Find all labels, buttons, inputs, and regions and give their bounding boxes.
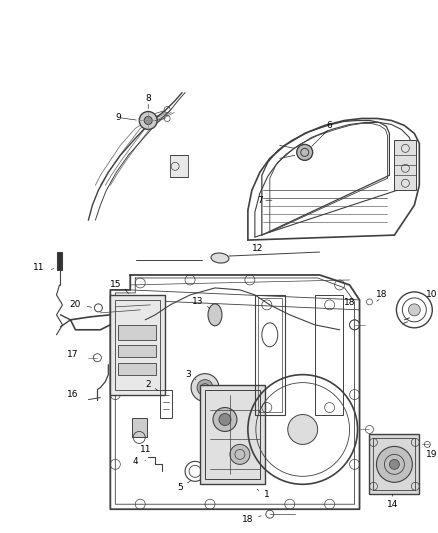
Circle shape	[408, 304, 420, 316]
Bar	[118, 345, 156, 357]
Text: 16: 16	[67, 390, 78, 399]
Text: 4: 4	[132, 457, 138, 466]
Text: 18: 18	[242, 515, 254, 524]
Circle shape	[197, 379, 213, 395]
Text: 8: 8	[145, 94, 151, 103]
Bar	[57, 252, 63, 270]
Bar	[118, 325, 156, 340]
Bar	[370, 434, 419, 494]
Text: 15: 15	[110, 280, 121, 289]
Circle shape	[139, 111, 157, 130]
Circle shape	[288, 415, 318, 445]
Text: 18: 18	[376, 290, 387, 300]
Text: 18: 18	[344, 298, 355, 308]
Text: 17: 17	[67, 350, 78, 359]
Circle shape	[297, 144, 313, 160]
Text: 12: 12	[252, 244, 264, 253]
Text: 20: 20	[70, 301, 81, 309]
Bar	[160, 390, 172, 417]
Bar	[170, 155, 188, 177]
Text: 11: 11	[33, 263, 44, 272]
Text: 9: 9	[116, 113, 121, 122]
Circle shape	[191, 374, 219, 401]
Circle shape	[213, 408, 237, 431]
Text: 5: 5	[177, 483, 183, 492]
Ellipse shape	[211, 253, 229, 263]
Bar	[110, 295, 165, 394]
Bar	[394, 140, 417, 190]
Circle shape	[230, 445, 250, 464]
Text: 19: 19	[426, 450, 437, 459]
Text: 11: 11	[139, 445, 151, 454]
Circle shape	[219, 414, 231, 425]
Bar	[132, 417, 147, 438]
Text: 14: 14	[387, 500, 398, 508]
Bar	[258, 298, 282, 411]
Text: 7: 7	[257, 196, 263, 205]
Ellipse shape	[208, 304, 222, 326]
Text: 13: 13	[192, 297, 204, 306]
Text: 1: 1	[264, 490, 270, 499]
Text: 2: 2	[145, 380, 151, 389]
Circle shape	[377, 447, 412, 482]
Bar	[374, 439, 415, 490]
Bar	[200, 385, 265, 484]
Text: 10: 10	[426, 290, 437, 300]
Bar	[118, 362, 156, 375]
Circle shape	[389, 459, 399, 470]
Bar	[314, 295, 343, 415]
Text: 3: 3	[185, 370, 191, 379]
Bar	[255, 295, 285, 415]
Circle shape	[144, 117, 152, 125]
Bar	[115, 300, 160, 390]
Text: 6: 6	[327, 121, 332, 130]
Bar	[205, 390, 260, 479]
